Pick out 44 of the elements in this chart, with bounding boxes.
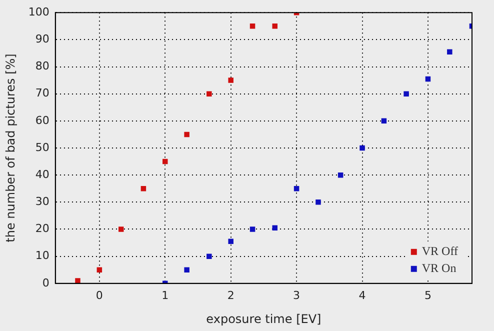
point: [404, 91, 409, 96]
legend-label: VR Off: [422, 244, 458, 258]
y-tick-label: 10: [35, 249, 50, 262]
point: [228, 238, 234, 244]
point: [140, 186, 146, 192]
y-tick-label: 90: [35, 32, 50, 46]
point: [425, 76, 431, 82]
x-tick-label: 4: [358, 288, 366, 302]
legend-label: VR On: [422, 261, 456, 276]
y-tick-label: 80: [35, 60, 50, 73]
y-tick-label: 0: [42, 276, 50, 290]
point: [184, 132, 190, 138]
y-tick-label: 60: [35, 114, 50, 127]
point: [228, 78, 234, 83]
point: [250, 24, 256, 29]
x-tick-label: 1: [162, 288, 169, 302]
x-axis-title: exposure time [EV]: [206, 312, 322, 326]
point: [250, 226, 256, 232]
y-tick-label: 70: [35, 86, 50, 100]
point: [338, 172, 344, 178]
point: [96, 267, 102, 272]
point: [118, 226, 124, 232]
x-tick-label: 5: [424, 288, 432, 302]
point: [162, 158, 168, 164]
y-tick-label: 20: [35, 222, 50, 236]
point: [206, 254, 212, 259]
y-tick-label: 40: [35, 168, 50, 181]
y-tick-label: 50: [35, 140, 50, 154]
point: [272, 225, 278, 231]
point: [184, 267, 190, 272]
x-tick-label: 3: [293, 288, 300, 302]
point: [272, 24, 278, 29]
point: [294, 186, 300, 192]
x-tick-label: 2: [227, 288, 234, 302]
point: [447, 49, 452, 54]
point: [360, 145, 365, 151]
point: [316, 200, 321, 205]
x-tick-label: 0: [96, 288, 103, 302]
y-tick-label: 100: [28, 5, 50, 18]
point: [206, 91, 212, 96]
point: [75, 278, 80, 284]
point: [381, 118, 387, 124]
y-tick-label: 30: [35, 195, 50, 208]
y-axis-title: the number of bad pictures [%]: [3, 54, 18, 242]
